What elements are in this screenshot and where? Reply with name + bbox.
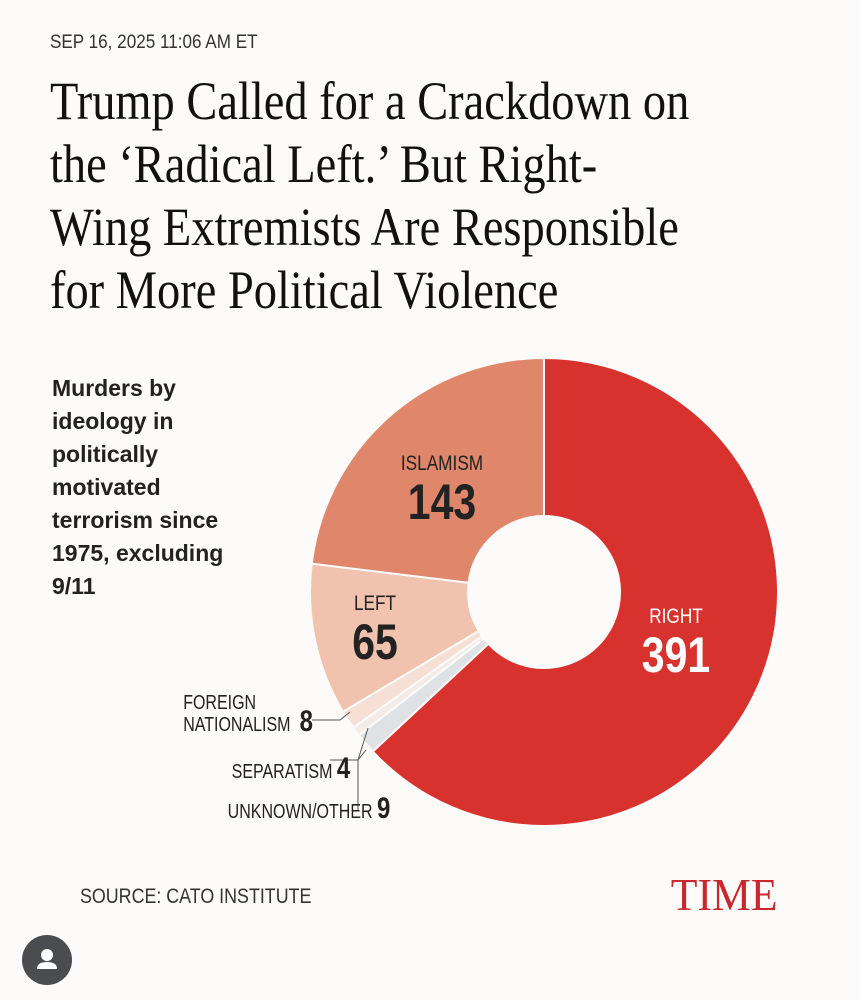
slice-label: UNKNOWN/OTHER	[227, 801, 373, 823]
source: SOURCE: CATO INSTITUTE	[80, 885, 312, 908]
chart-title: Murders by ideology in politically motiv…	[52, 375, 224, 599]
label-right: RIGHT 391	[642, 605, 710, 681]
slice-label: SEPARATISM	[231, 761, 333, 783]
headline-line: Trump Called for a Crackdown on	[50, 71, 690, 131]
slice-right	[371, 356, 779, 827]
time-logo: TIME	[670, 869, 778, 920]
slice-value: 9	[376, 792, 390, 825]
label-left: LEFT 65	[352, 592, 398, 668]
headline-line: the ‘Radical Left.’ But Right-	[50, 134, 598, 194]
user-icon	[37, 949, 57, 969]
slice-label: RIGHT	[649, 605, 703, 628]
slice-value: 391	[641, 627, 711, 683]
slice-value: 8	[299, 705, 313, 738]
slice-value: 4	[336, 752, 350, 785]
slice-label: ISLAMISM	[400, 452, 484, 475]
avatar-button[interactable]	[22, 935, 72, 985]
headline-line: for More Political Violence	[50, 260, 559, 320]
slice-value: 65	[352, 614, 398, 670]
timestamp: SEP 16, 2025 11:06 AM ET	[50, 32, 258, 53]
headline-line: Wing Extremists Are Responsible	[50, 197, 679, 257]
slice-label: LEFT	[353, 592, 397, 615]
slice-left	[309, 562, 481, 714]
leader-line	[312, 711, 351, 721]
label-islamism: ISLAMISM 143	[401, 452, 483, 528]
leader-line	[357, 749, 367, 810]
headline: Trump Called for a Crackdown on the ‘Rad…	[50, 70, 793, 322]
label-separatism: SEPARATISM 4	[231, 754, 350, 784]
slice-islamism	[310, 356, 545, 584]
label-unknown-other: UNKNOWN/OTHER 9	[227, 794, 390, 824]
slice-label: FOREIGN NATIONALISM	[183, 692, 291, 736]
label-foreign-nationalism: FOREIGN NATIONALISM 8	[153, 692, 313, 738]
slice-value: 143	[407, 474, 477, 530]
